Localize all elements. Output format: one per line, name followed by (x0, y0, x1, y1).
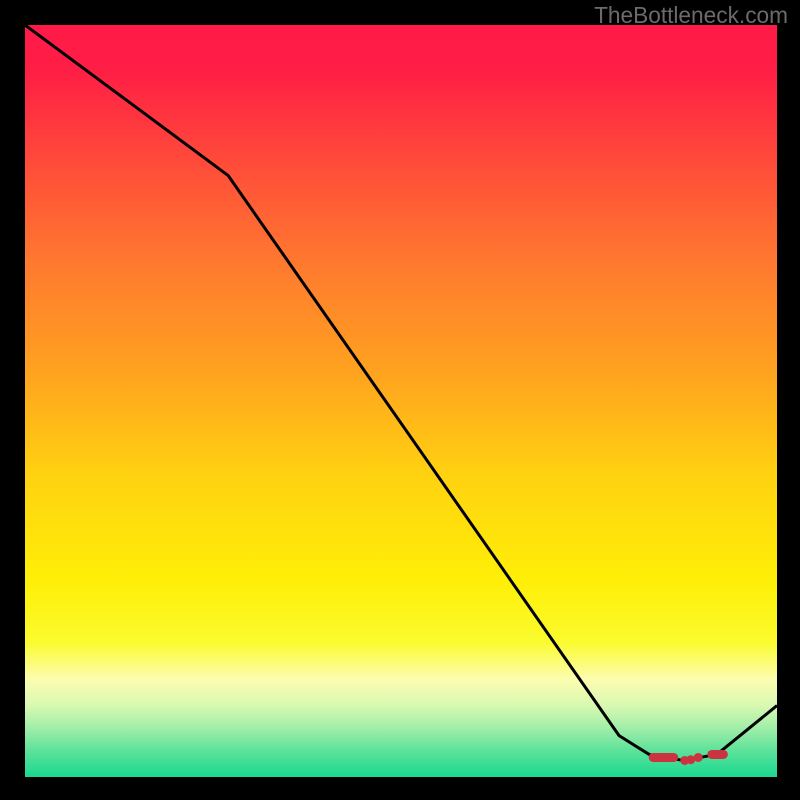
gradient-plot (25, 25, 777, 777)
marker-pill (649, 753, 678, 761)
marker-pill (687, 756, 695, 764)
attribution-label: TheBottleneck.com (594, 2, 788, 29)
gradient-background (25, 25, 777, 777)
marker-pill (708, 750, 728, 758)
marker-pill (694, 753, 702, 761)
chart-container: TheBottleneck.com (0, 0, 800, 800)
